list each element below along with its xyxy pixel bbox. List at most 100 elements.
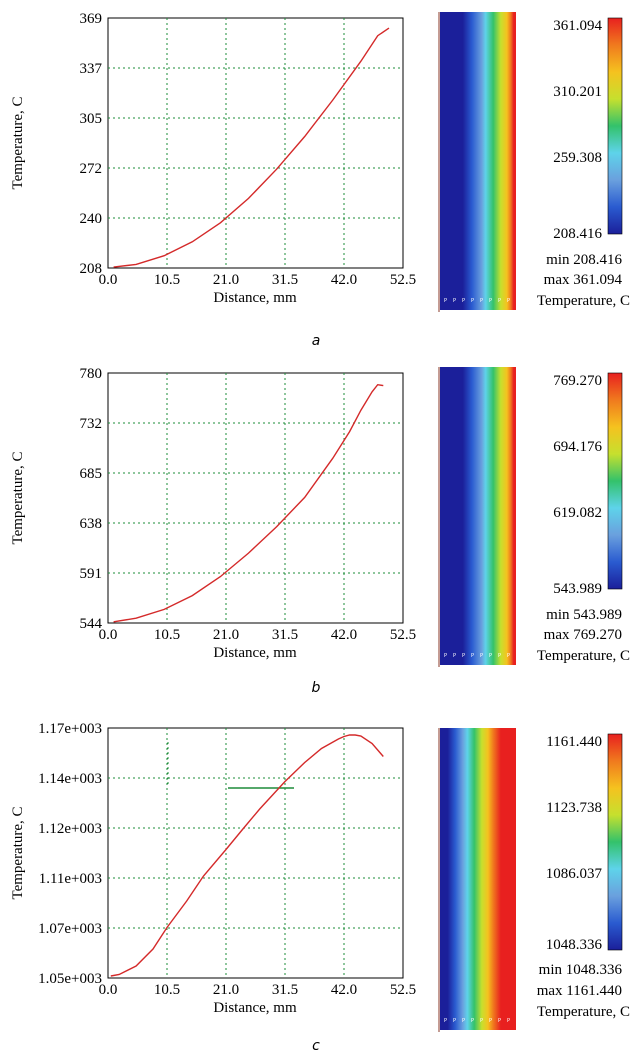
y-tick-label: 305 — [80, 111, 103, 127]
y-tick-label: 780 — [80, 366, 103, 382]
x-tick-label: 10.5 — [154, 272, 180, 288]
color-strip — [440, 367, 516, 665]
colorbar-tick: 1048.336 — [546, 937, 603, 953]
colorbar-tick: 694.176 — [553, 439, 602, 455]
grid — [108, 18, 403, 268]
plot-area: 208 240 272 305 337 369 0.0 10.5 21.0 31… — [80, 11, 417, 306]
y-tick-labels: 1.05e+003 1.07e+003 1.11e+003 1.12e+003 … — [38, 721, 102, 987]
y-tick-label: 240 — [80, 211, 103, 227]
plot-area: 1.05e+003 1.07e+003 1.11e+003 1.12e+003 … — [38, 721, 416, 1016]
y-tick-labels: 544 591 638 685 732 780 — [80, 366, 103, 632]
colorbar-tick: 769.270 — [553, 373, 602, 389]
color-strip — [440, 12, 516, 310]
colorbar-min: min 1048.336 — [539, 962, 623, 978]
strip-marker: P — [480, 653, 483, 659]
y-axis-label: Temperature, C — [10, 451, 26, 544]
strip-marker: P — [471, 298, 474, 304]
y-axis-label: Temperature, C — [10, 96, 26, 189]
x-tick-label: 42.0 — [331, 627, 357, 643]
color-strip — [440, 728, 516, 1030]
panel-b: 544 591 638 685 732 780 0.0 10.5 21.0 31… — [10, 366, 630, 696]
panel-c: 1.05e+003 1.07e+003 1.11e+003 1.12e+003 … — [10, 721, 630, 1054]
colorbar-max: max 361.094 — [544, 272, 623, 288]
x-tick-label: 52.5 — [390, 982, 416, 998]
y-tick-label: 638 — [80, 516, 103, 532]
strip-marker: P — [507, 1018, 510, 1024]
strip-marker: P — [489, 298, 492, 304]
strip-marker: P — [498, 653, 501, 659]
colorbar-title: Temperature, C — [537, 293, 630, 309]
x-tick-label: 21.0 — [213, 627, 239, 643]
colorbar-tick: 310.201 — [553, 84, 602, 100]
plot-frame — [107, 17, 404, 269]
strip-marker: P — [471, 653, 474, 659]
y-tick-label: 591 — [80, 566, 103, 582]
colorbar-min: min 208.416 — [546, 252, 622, 268]
strip-marker: P — [453, 653, 456, 659]
colorbar-tick: 1123.738 — [546, 800, 602, 816]
temperature-curve — [113, 27, 390, 268]
strip-marker: P — [453, 1018, 456, 1024]
strip-marker: P — [462, 653, 465, 659]
temperature-curve — [113, 383, 384, 623]
colorbar-tick: 1161.440 — [546, 734, 602, 750]
colorbar-gradient — [607, 17, 623, 235]
colorbar-title: Temperature, C — [537, 648, 630, 664]
strip-marker: P — [444, 653, 447, 659]
y-tick-label: 1.05e+003 — [38, 971, 102, 987]
panel-a: 208 240 272 305 337 369 0.0 10.5 21.0 31… — [10, 11, 630, 349]
y-tick-labels: 208 240 272 305 337 369 — [80, 11, 103, 277]
panel-caption: c — [312, 1038, 320, 1054]
y-tick-label: 337 — [80, 61, 103, 77]
x-tick-label: 42.0 — [331, 982, 357, 998]
x-axis-label: Distance, mm — [213, 1000, 297, 1016]
colorbar-gradient — [607, 372, 623, 590]
x-tick-label: 0.0 — [99, 272, 118, 288]
x-tick-label: 52.5 — [390, 272, 416, 288]
strip-marker: P — [444, 1018, 447, 1024]
x-tick-label: 0.0 — [99, 982, 118, 998]
y-tick-label: 544 — [80, 616, 103, 632]
colorbar-tick: 543.989 — [553, 581, 602, 597]
y-tick-label: 369 — [80, 11, 103, 27]
strip-marker: P — [498, 298, 501, 304]
plot-frame — [107, 372, 404, 624]
y-tick-label: 1.11e+003 — [39, 871, 102, 887]
strip-marker: P — [489, 653, 492, 659]
plot-area: 544 591 638 685 732 780 0.0 10.5 21.0 31… — [80, 366, 417, 661]
y-tick-label: 208 — [80, 261, 103, 277]
strip-marker: P — [462, 298, 465, 304]
x-tick-label: 21.0 — [213, 272, 239, 288]
plot-frame — [107, 727, 404, 979]
y-tick-label: 1.07e+003 — [38, 921, 102, 937]
strip-marker: P — [498, 1018, 501, 1024]
grid — [108, 728, 403, 978]
x-tick-labels: 0.0 10.5 21.0 31.5 42.0 52.5 — [99, 272, 417, 288]
x-tick-label: 10.5 — [154, 982, 180, 998]
strip-marker: P — [507, 298, 510, 304]
y-tick-label: 732 — [80, 416, 103, 432]
x-tick-label: 42.0 — [331, 272, 357, 288]
colorbar-min: min 543.989 — [546, 607, 622, 623]
colorbar-tick: 259.308 — [553, 150, 602, 166]
x-tick-label: 10.5 — [154, 627, 180, 643]
strip-marker: P — [471, 1018, 474, 1024]
strip-marker: P — [453, 298, 456, 304]
x-tick-label: 31.5 — [272, 272, 298, 288]
strip-marker: P — [507, 653, 510, 659]
x-tick-label: 52.5 — [390, 627, 416, 643]
y-tick-label: 1.12e+003 — [38, 821, 102, 837]
colorbar-tick: 1086.037 — [546, 866, 603, 882]
colorbar-max: max 769.270 — [544, 627, 622, 643]
strip-marker: P — [480, 1018, 483, 1024]
colorbar-tick: 208.416 — [553, 226, 602, 242]
y-tick-label: 272 — [80, 161, 103, 177]
colorbar: 769.270 694.176 619.082 543.989 min 543.… — [537, 372, 630, 664]
x-tick-label: 21.0 — [213, 982, 239, 998]
